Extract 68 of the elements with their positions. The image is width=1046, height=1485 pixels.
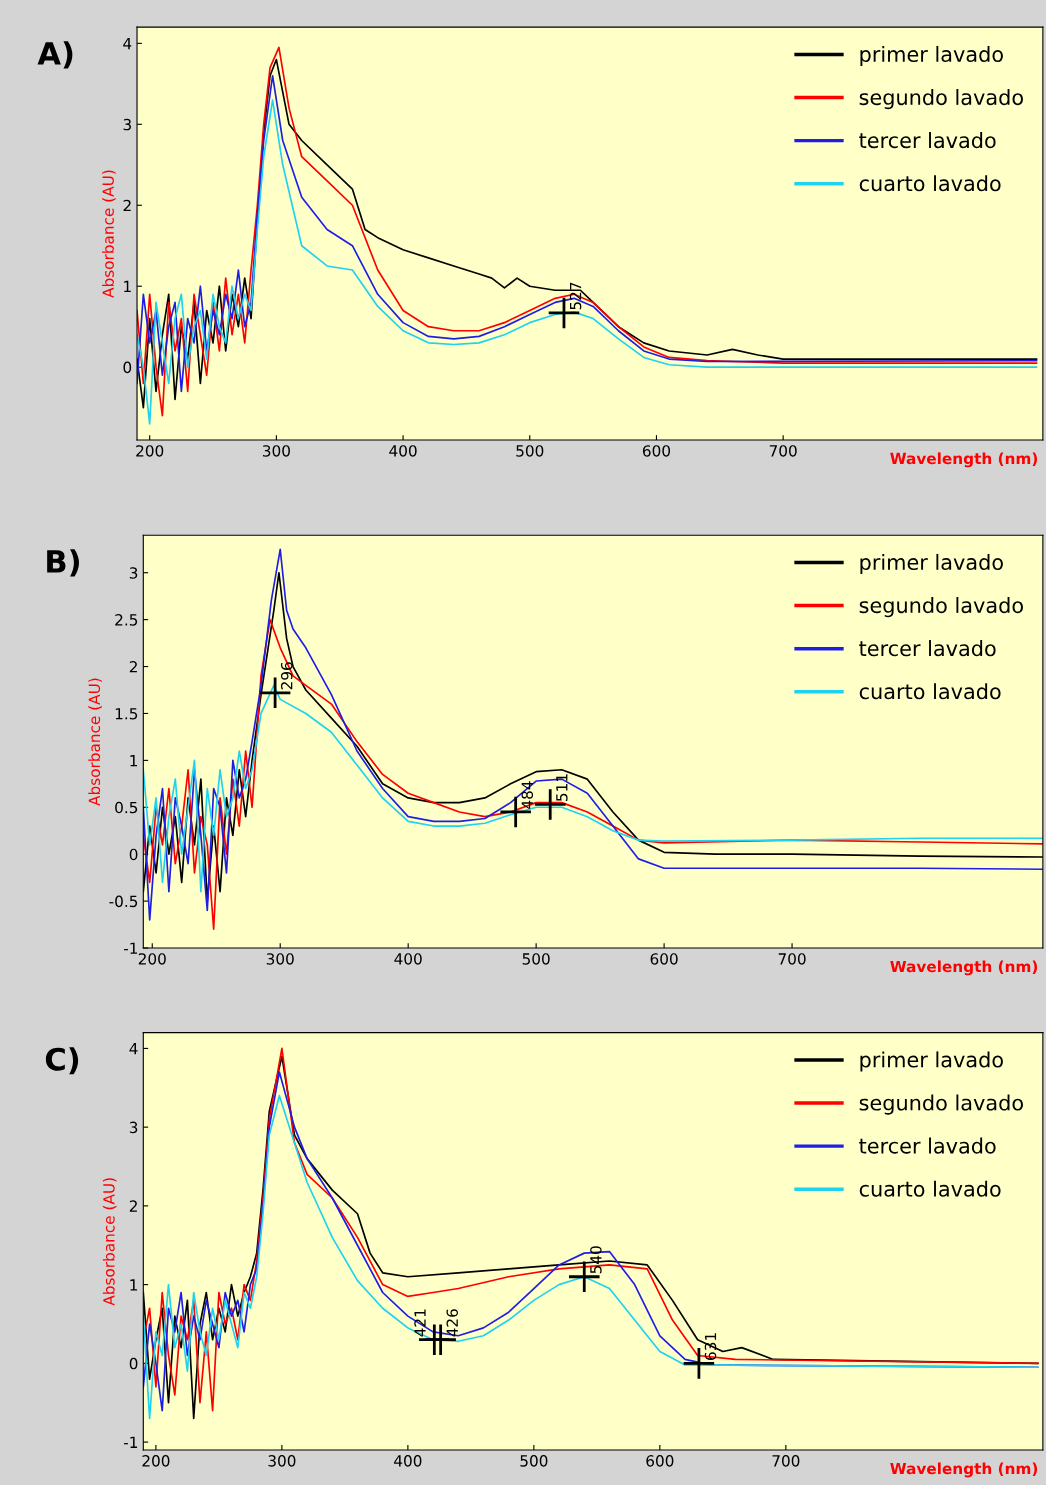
x-tick-label: 200 bbox=[138, 953, 166, 965]
y-axis-title: Absorbance (AU) bbox=[88, 678, 102, 806]
x-tick-label: 600 bbox=[650, 953, 678, 965]
legend-label: segundo lavado bbox=[859, 1094, 1023, 1115]
x-tick-label: 500 bbox=[522, 953, 550, 965]
annotation: 511 bbox=[556, 774, 568, 801]
x-tick-label: 400 bbox=[389, 445, 417, 457]
x-axis-title: Wavelength (nm) bbox=[890, 960, 1038, 976]
legend-label: primer lavado bbox=[860, 45, 1003, 67]
annotation: 296 bbox=[280, 662, 293, 690]
y-tick-label: 2 bbox=[123, 199, 131, 212]
x-tick-label: 500 bbox=[520, 1455, 548, 1467]
legend-label: tercer lavado bbox=[859, 640, 996, 657]
legend-label: primer lavado bbox=[860, 1051, 1003, 1072]
y-tick-label: 0 bbox=[123, 361, 132, 374]
legend-label: tercer lavado bbox=[859, 1137, 996, 1154]
legend-label: primer lavado bbox=[860, 553, 1003, 575]
annotation: 631 bbox=[704, 1333, 717, 1360]
x-tick-label: 300 bbox=[262, 445, 290, 457]
y-tick-label: -0.5 bbox=[109, 895, 138, 908]
x-axis-title: Wavelength (nm) bbox=[890, 452, 1038, 468]
y-tick-label: 2.5 bbox=[115, 614, 138, 626]
legend-label: cuarto lavado bbox=[859, 683, 1001, 700]
x-tick-label: 400 bbox=[394, 953, 422, 965]
x-tick-label: 600 bbox=[642, 445, 671, 457]
y-tick-label: 1.5 bbox=[115, 708, 138, 720]
x-tick-label: 300 bbox=[268, 1455, 296, 1467]
x-tick-label: 600 bbox=[646, 1455, 674, 1467]
legend-label: cuarto lavado bbox=[859, 1180, 1001, 1197]
x-tick-label: 700 bbox=[778, 953, 806, 965]
x-tick-label: 700 bbox=[772, 1455, 800, 1467]
x-tick-label: 400 bbox=[394, 1455, 422, 1467]
y-tick-label: 3 bbox=[123, 118, 131, 131]
legend-label: segundo lavado bbox=[859, 89, 1023, 110]
y-axis-title: Absorbance (AU) bbox=[102, 1178, 117, 1306]
y-tick-label: -1 bbox=[123, 1436, 138, 1448]
x-tick-label: 300 bbox=[266, 953, 294, 965]
x-tick-label: 500 bbox=[516, 445, 544, 457]
y-tick-label: 0 bbox=[129, 848, 138, 861]
y-tick-label: 0 bbox=[129, 1357, 138, 1370]
x-tick-label: 700 bbox=[769, 445, 797, 457]
legend-label: tercer lavado bbox=[859, 132, 996, 149]
y-tick-label: 1 bbox=[130, 1279, 138, 1291]
annotation: 540 bbox=[590, 1246, 602, 1274]
annotation: 421 bbox=[414, 1309, 426, 1337]
chart-title: C) bbox=[45, 1047, 79, 1075]
annotation: 527 bbox=[569, 282, 582, 310]
y-tick-label: 0.5 bbox=[115, 801, 138, 814]
y-tick-label: 4 bbox=[129, 1043, 138, 1055]
annotation: 426 bbox=[446, 1309, 459, 1337]
line-series bbox=[143, 618, 1043, 931]
y-tick-label: 2 bbox=[129, 1200, 137, 1212]
y-tick-label: 4 bbox=[123, 38, 132, 50]
x-tick-label: 200 bbox=[136, 445, 164, 457]
y-tick-label: 3 bbox=[129, 567, 138, 579]
chart-title: A) bbox=[37, 41, 73, 69]
legend-label: cuarto lavado bbox=[859, 175, 1001, 192]
legend-label: segundo lavado bbox=[859, 597, 1023, 618]
chart-title: B) bbox=[47, 549, 79, 577]
y-tick-label: 1 bbox=[130, 755, 138, 767]
y-tick-label: 2 bbox=[129, 661, 137, 673]
y-tick-label: 1 bbox=[124, 280, 131, 293]
annotation: 484 bbox=[521, 781, 534, 809]
x-axis-title: Wavelength (nm) bbox=[890, 1462, 1038, 1478]
y-tick-label: 3 bbox=[129, 1121, 138, 1134]
y-axis-title: Absorbance (AU) bbox=[102, 170, 116, 298]
y-tick-label: -1 bbox=[123, 942, 138, 954]
x-tick-label: 200 bbox=[142, 1455, 170, 1467]
